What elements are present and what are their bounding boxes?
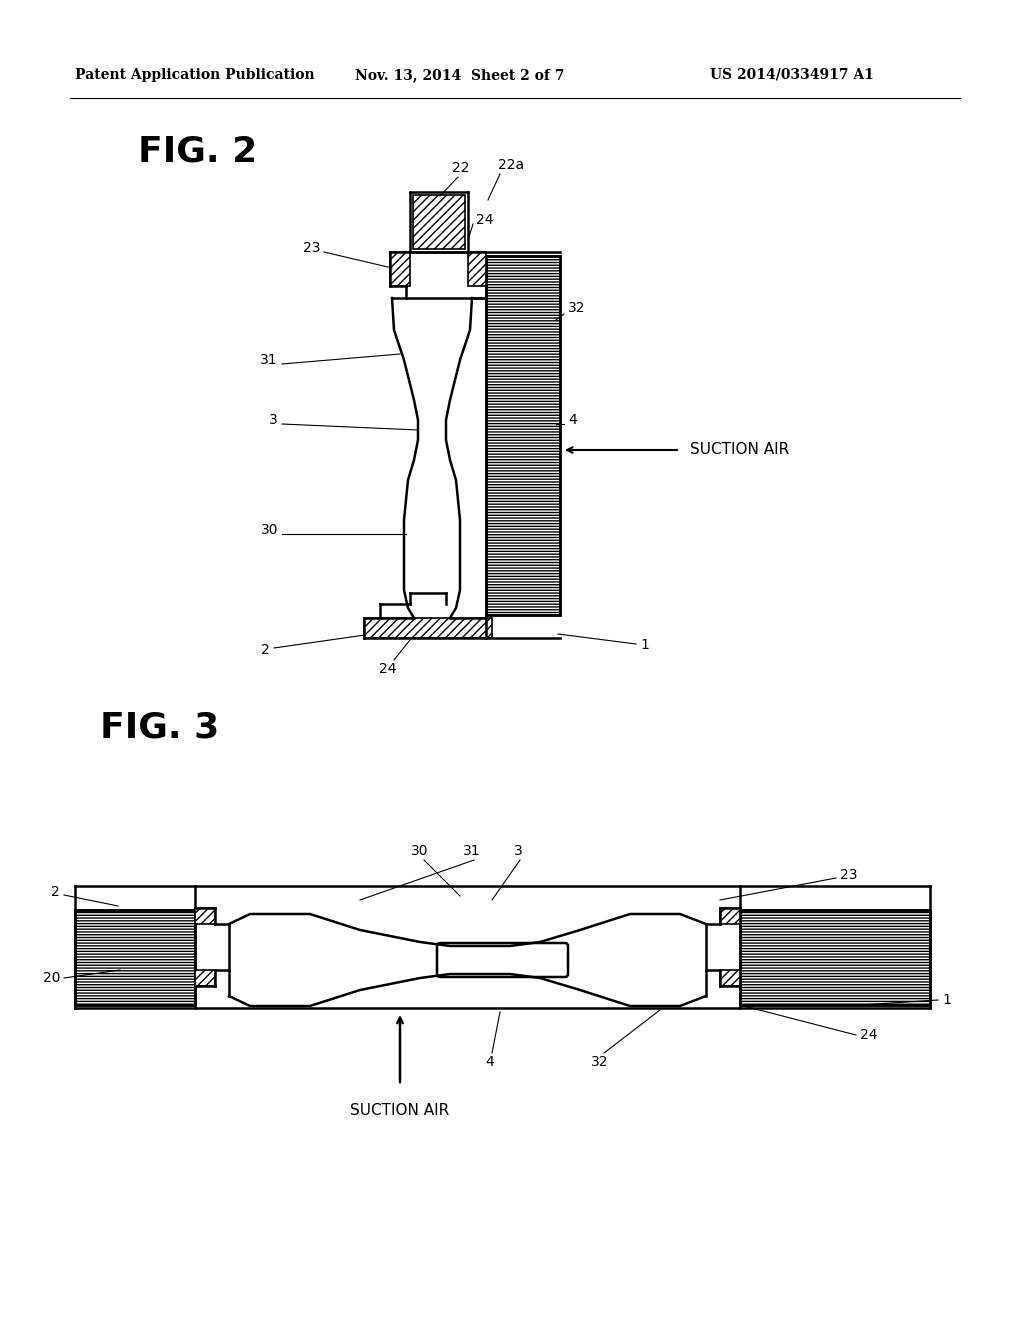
Text: SUCTION AIR: SUCTION AIR: [350, 1104, 450, 1118]
Bar: [390, 252, 410, 286]
Text: 3: 3: [269, 413, 278, 426]
Text: 1: 1: [942, 993, 951, 1007]
Bar: [75, 909, 195, 1005]
Bar: [486, 256, 560, 615]
Text: 24: 24: [860, 1028, 878, 1041]
Text: 30: 30: [412, 843, 429, 858]
Bar: [75, 909, 195, 1005]
Bar: [486, 256, 560, 615]
Text: Patent Application Publication: Patent Application Publication: [75, 69, 314, 82]
Text: SUCTION AIR: SUCTION AIR: [690, 442, 790, 458]
Text: 22a: 22a: [498, 158, 524, 172]
Text: 31: 31: [260, 352, 278, 367]
Text: FIG. 3: FIG. 3: [100, 710, 219, 744]
Bar: [720, 970, 740, 986]
Text: US 2014/0334917 A1: US 2014/0334917 A1: [710, 69, 873, 82]
Text: 22: 22: [452, 161, 469, 176]
Text: 3: 3: [514, 843, 522, 858]
Text: 23: 23: [302, 242, 319, 255]
Bar: [468, 252, 486, 286]
Bar: [740, 909, 930, 1005]
Text: 32: 32: [568, 301, 586, 315]
Bar: [195, 908, 215, 924]
Text: 20: 20: [43, 972, 60, 985]
Text: 4: 4: [568, 413, 577, 426]
Text: 24: 24: [476, 213, 494, 227]
Text: 4: 4: [485, 1055, 495, 1069]
Text: 23: 23: [840, 869, 857, 882]
Bar: [413, 195, 465, 249]
Text: 30: 30: [260, 523, 278, 537]
Text: FIG. 2: FIG. 2: [138, 135, 257, 169]
Text: 24: 24: [379, 663, 396, 676]
Bar: [720, 908, 740, 924]
Text: 2: 2: [51, 884, 60, 899]
FancyBboxPatch shape: [437, 942, 568, 977]
Text: Nov. 13, 2014  Sheet 2 of 7: Nov. 13, 2014 Sheet 2 of 7: [355, 69, 564, 82]
Bar: [740, 909, 930, 1005]
Text: 32: 32: [591, 1055, 608, 1069]
Bar: [195, 970, 215, 986]
Bar: [364, 618, 492, 638]
Text: 2: 2: [261, 643, 270, 657]
Text: 31: 31: [463, 843, 481, 858]
Text: 1: 1: [640, 638, 649, 652]
